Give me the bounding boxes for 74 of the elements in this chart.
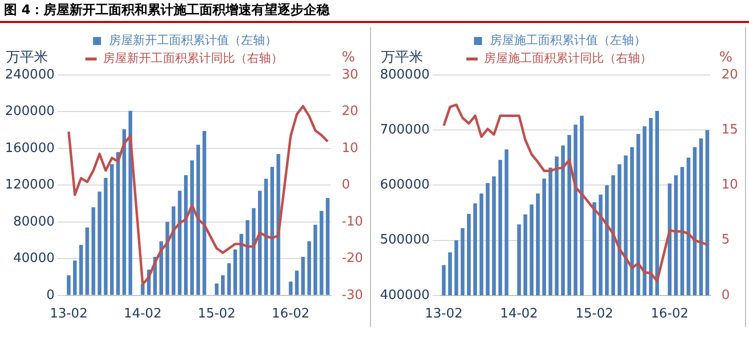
bar xyxy=(172,206,176,295)
bar xyxy=(301,256,305,295)
y2-tick-label: -10 xyxy=(342,214,363,230)
y-tick-label: 40000 xyxy=(13,251,55,266)
y2-tick-label: 10 xyxy=(342,140,358,156)
y2-axis-title: % xyxy=(342,50,356,66)
x-tick-label: 13-02 xyxy=(50,306,88,322)
chart-title: 图 4：房屋新开工面积和累计施工面积增速有望逐步企稳 xyxy=(0,0,749,23)
x-tick-label: 15-02 xyxy=(575,306,614,322)
y2-tick-label: 20 xyxy=(721,67,738,82)
bar xyxy=(326,198,330,295)
bar xyxy=(307,241,312,295)
y2-tick-label: -20 xyxy=(342,251,363,266)
bar xyxy=(110,164,114,295)
bar xyxy=(214,283,219,295)
bar xyxy=(85,227,90,295)
y-tick-label: 500000 xyxy=(380,232,430,248)
bar xyxy=(233,249,238,295)
bar xyxy=(270,166,274,295)
bar xyxy=(314,224,318,295)
bar xyxy=(116,152,120,295)
legend-label: 房屋施工面积累计同比（右轴） xyxy=(484,51,652,66)
bar xyxy=(73,260,77,295)
bar xyxy=(178,190,182,295)
bar xyxy=(240,234,244,295)
x-tick-label: 13-02 xyxy=(424,306,463,322)
bar xyxy=(246,220,250,295)
bar xyxy=(295,270,299,295)
bar xyxy=(79,244,83,295)
bar xyxy=(252,208,256,295)
y2-tick-label: 10 xyxy=(721,178,738,193)
y-tick-label: 0 xyxy=(46,288,55,303)
y2-tick-label: 0 xyxy=(721,288,730,303)
bar xyxy=(221,275,225,295)
y2-tick-label: 30 xyxy=(342,67,358,82)
bar xyxy=(92,207,96,295)
y-tick-label: 240000 xyxy=(4,67,55,82)
bar xyxy=(196,144,200,295)
x-tick-label: 16-02 xyxy=(272,306,310,322)
y-tick-label: 400000 xyxy=(380,288,430,303)
bar xyxy=(288,282,293,295)
y-axis-title: 万平米 xyxy=(381,50,423,66)
y2-tick-label: -30 xyxy=(342,288,363,303)
y2-axis-title: % xyxy=(719,50,732,66)
legend-label: 房屋施工面积累计值（左轴） xyxy=(490,33,646,48)
bar xyxy=(264,178,268,295)
bar xyxy=(66,275,71,295)
y-tick-label: 160000 xyxy=(4,140,55,156)
y-tick-label: 800000 xyxy=(380,67,430,82)
legend-label: 房屋新开工面积累计值（左轴） xyxy=(109,33,277,48)
y-tick-label: 700000 xyxy=(380,122,430,138)
bar xyxy=(190,160,194,295)
bar xyxy=(258,190,262,295)
bar xyxy=(320,210,324,295)
x-tick-label: 16-02 xyxy=(650,306,689,322)
y2-tick-label: 0 xyxy=(342,178,350,193)
x-tick-label: 14-02 xyxy=(500,306,538,322)
bar xyxy=(98,192,102,295)
y-tick-label: 600000 xyxy=(380,178,430,193)
y-tick-label: 80000 xyxy=(13,214,55,230)
y2-tick-label: 20 xyxy=(342,104,358,120)
legend-label: 房屋新开工面积累计同比（右轴） xyxy=(103,51,283,66)
y-tick-label: 200000 xyxy=(4,104,55,120)
bar xyxy=(104,178,108,295)
x-tick-label: 15-02 xyxy=(198,306,236,322)
bar xyxy=(202,131,206,295)
y-axis-title: 万平米 xyxy=(6,50,48,66)
y-tick-label: 120000 xyxy=(4,178,55,193)
bar xyxy=(122,129,126,295)
x-tick-label: 14-02 xyxy=(124,306,162,322)
bar xyxy=(227,263,231,295)
y2-tick-label: 5 xyxy=(721,232,730,248)
y2-tick-label: 15 xyxy=(721,122,738,138)
bar xyxy=(184,175,188,295)
